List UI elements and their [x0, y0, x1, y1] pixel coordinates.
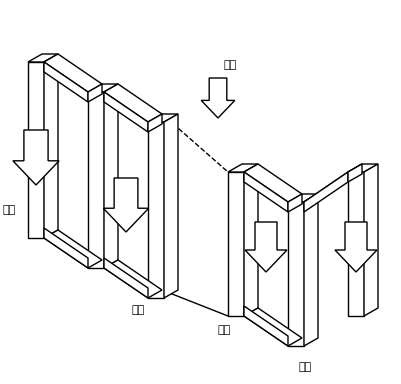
- Polygon shape: [104, 260, 162, 298]
- Polygon shape: [44, 228, 88, 268]
- Polygon shape: [148, 122, 164, 298]
- Polygon shape: [148, 114, 162, 132]
- Polygon shape: [243, 172, 287, 212]
- Polygon shape: [244, 222, 286, 272]
- Polygon shape: [347, 164, 361, 182]
- Polygon shape: [44, 54, 58, 238]
- Polygon shape: [44, 62, 88, 102]
- Polygon shape: [243, 164, 257, 316]
- Text: 出口: 出口: [3, 205, 16, 215]
- Polygon shape: [303, 172, 347, 212]
- Text: 入口: 入口: [223, 60, 237, 70]
- Polygon shape: [88, 92, 104, 268]
- Polygon shape: [303, 194, 317, 346]
- Polygon shape: [103, 178, 148, 232]
- Polygon shape: [44, 54, 102, 92]
- Polygon shape: [243, 308, 301, 346]
- Polygon shape: [243, 306, 287, 346]
- Polygon shape: [227, 164, 257, 172]
- Polygon shape: [303, 164, 361, 202]
- Polygon shape: [28, 62, 44, 238]
- Polygon shape: [104, 92, 148, 132]
- Polygon shape: [44, 230, 102, 268]
- Polygon shape: [28, 54, 58, 62]
- Text: 出口: 出口: [298, 362, 311, 372]
- Polygon shape: [363, 164, 377, 316]
- Polygon shape: [88, 84, 102, 102]
- Text: 出口: 出口: [132, 305, 145, 315]
- Polygon shape: [164, 114, 178, 298]
- Polygon shape: [287, 202, 303, 346]
- Polygon shape: [287, 194, 301, 212]
- Polygon shape: [13, 130, 59, 185]
- Text: 出口: 出口: [217, 325, 231, 335]
- Polygon shape: [334, 222, 376, 272]
- Polygon shape: [104, 84, 118, 268]
- Polygon shape: [88, 84, 118, 92]
- Polygon shape: [104, 84, 162, 122]
- Polygon shape: [148, 114, 178, 122]
- Polygon shape: [104, 258, 148, 298]
- Polygon shape: [287, 194, 317, 202]
- Polygon shape: [347, 172, 363, 316]
- Polygon shape: [200, 78, 234, 118]
- Polygon shape: [347, 164, 377, 172]
- Polygon shape: [243, 164, 301, 202]
- Polygon shape: [227, 172, 243, 316]
